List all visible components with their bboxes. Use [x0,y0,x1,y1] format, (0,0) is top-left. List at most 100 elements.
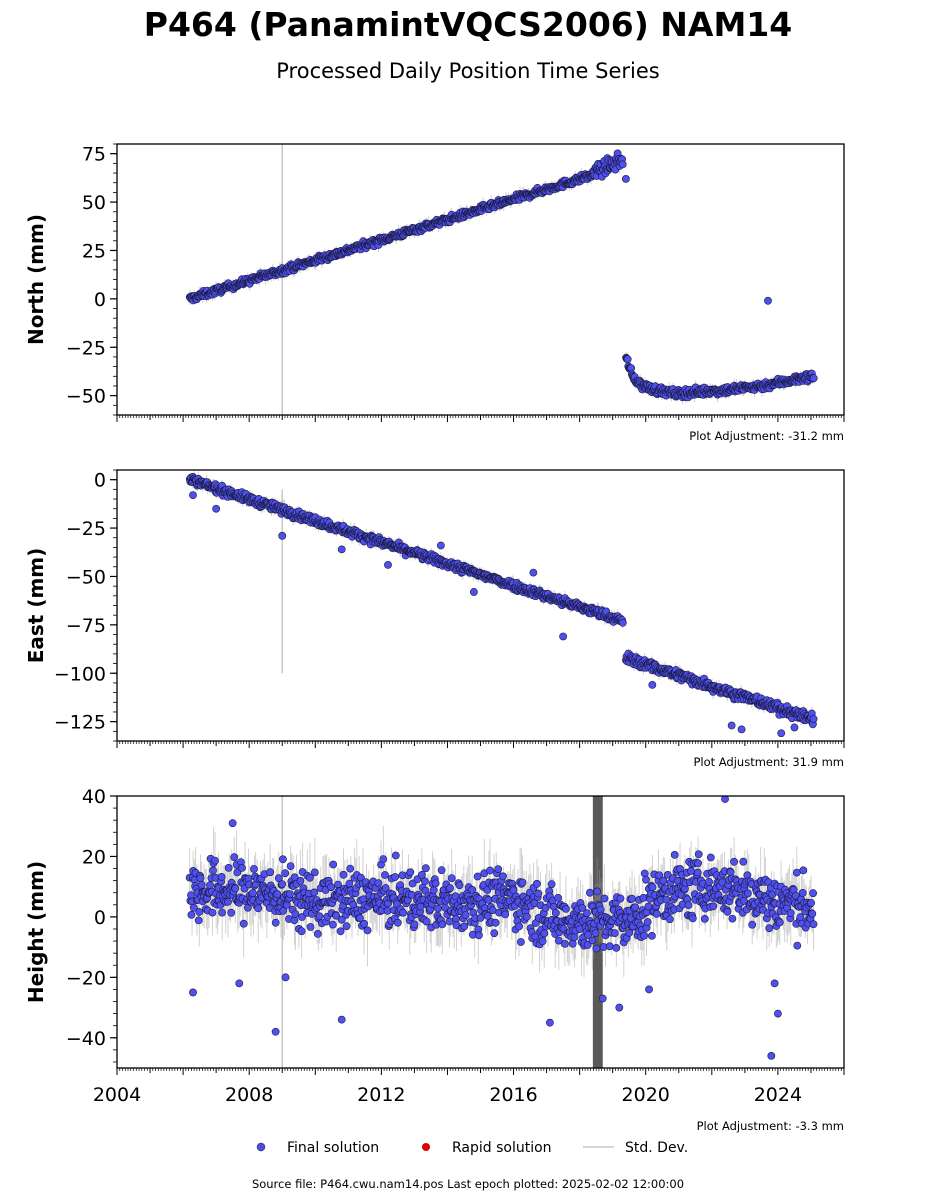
data-point [429,886,438,895]
data-point [281,869,290,878]
east-y-axis-label: East (mm) [24,548,48,664]
y-tick-label: −50 [66,386,106,408]
data-point [570,933,579,941]
data-point [421,864,430,873]
outlier-point [212,504,221,513]
data-point [374,879,383,888]
east-points [185,472,818,738]
north-panel: −50 −25 0 25 50 75 North (mm) Plot Adjustment: … [24,143,845,443]
data-point [446,884,454,892]
data-point [431,879,440,888]
data-point [410,920,419,929]
data-point [254,904,263,913]
data-point [211,856,219,865]
data-point [592,944,601,953]
data-point [584,931,592,939]
y-tick-label: −25 [66,518,106,540]
data-point [248,889,257,897]
data-point [583,941,592,949]
data-point [483,912,492,920]
data-point [416,902,425,911]
y-tick-label: 50 [82,192,106,214]
data-point [586,888,594,897]
data-point [468,885,477,894]
data-point [501,910,510,919]
data-point [605,942,614,951]
data-point [484,896,493,904]
data-point [297,927,306,936]
data-point [623,355,632,364]
data-point [518,878,527,887]
data-point [499,872,507,881]
outlier-point [737,725,746,734]
north-plot-area [185,144,818,415]
height-plot-area [185,796,818,1068]
data-point [554,936,563,945]
east-plot-area [185,470,818,738]
data-point [534,889,543,898]
data-point [217,873,226,881]
east-plot-adjustment: Plot Adjustment: 31.9 mm [693,755,844,769]
data-point [355,914,364,923]
data-point [408,879,417,888]
y-tick-label: −75 [66,615,106,637]
data-point [515,922,523,931]
data-point [224,897,232,906]
data-point [551,909,560,917]
data-point [583,909,591,917]
data-point [332,911,341,920]
data-point [336,927,345,936]
data-point [230,853,239,862]
data-point [339,870,348,879]
data-point [809,374,818,383]
data-point [588,936,597,945]
data-point [342,922,351,931]
outlier-point [559,632,568,641]
data-point [206,881,214,890]
north-points [185,149,818,402]
data-point [490,929,499,938]
outlier-point [727,721,736,730]
data-point [809,715,818,723]
data-point [474,931,483,940]
data-point [420,877,429,886]
chart-subtitle: Processed Daily Position Time Series [276,59,660,83]
data-point [417,871,426,879]
data-point [433,904,442,913]
data-point [533,879,541,888]
data-point [360,919,368,928]
data-point [209,866,217,875]
data-point [208,908,217,917]
outlier-point [278,531,287,540]
data-point [310,888,319,897]
data-point [233,868,242,877]
y-tick-label: 0 [94,289,106,311]
data-point [313,930,322,938]
data-point [187,891,195,899]
data-point [286,890,294,898]
data-point [286,862,295,870]
data-point [473,872,482,881]
data-point [383,906,392,915]
north-y-axis-label: North (mm) [24,214,48,345]
data-point [381,871,389,879]
data-point [591,929,600,937]
data-point [610,929,619,937]
data-point [391,851,400,860]
data-point [379,855,388,863]
y-tick-label: −25 [66,337,106,359]
data-point [600,894,609,903]
data-point [593,887,602,896]
data-point [224,864,233,872]
data-point [562,905,570,913]
data-point [274,874,283,883]
data-point [491,918,500,927]
data-point [291,910,300,918]
outlier-point [790,723,799,732]
height-points [185,796,818,1060]
data-point [618,160,627,169]
data-point [488,906,497,915]
data-point [461,911,470,919]
